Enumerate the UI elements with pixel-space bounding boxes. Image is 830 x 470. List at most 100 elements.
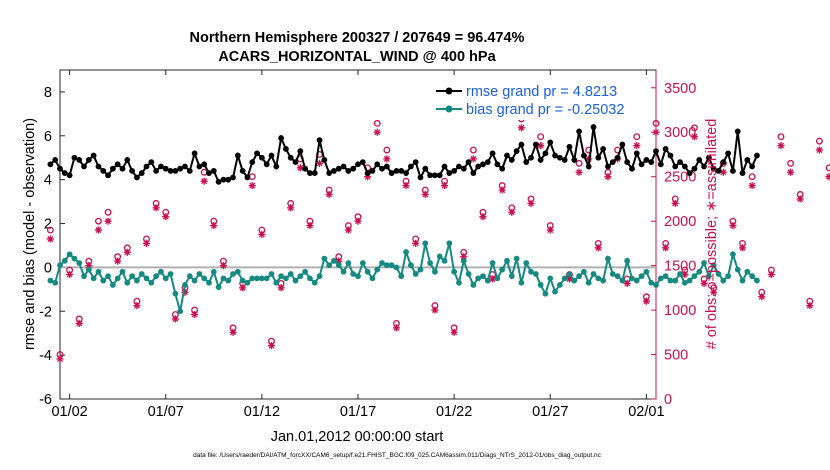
bias-point (744, 268, 751, 275)
rmse-point (191, 150, 198, 157)
rmse-point (609, 159, 616, 166)
rmse-point (600, 146, 607, 152)
asterisk-stroke (431, 307, 438, 314)
obs-possible-point (691, 124, 698, 132)
obs-assimilated-point (652, 128, 660, 136)
rmse-point (677, 159, 683, 166)
x-tick-label: 01/02 (51, 404, 87, 420)
bias-point (302, 268, 309, 275)
rmse-point (720, 159, 727, 166)
rmse-point (316, 137, 323, 144)
bias-point (504, 257, 510, 264)
rmse-point (446, 170, 453, 176)
rmse-point (230, 174, 236, 181)
rmse-point (379, 165, 385, 172)
bias-point (292, 277, 299, 284)
rmse-point (85, 157, 92, 163)
obs-assimilated-point (575, 168, 583, 176)
rmse-point (71, 154, 78, 161)
y2-axis-label: # of obs: o=possible; ∗=assimilated (704, 119, 720, 350)
asterisk-stroke (460, 253, 467, 260)
bias-point (388, 262, 395, 269)
obs-assimilated-point (239, 284, 247, 292)
rmse-point (340, 163, 347, 170)
obs-assimilated-point (469, 155, 477, 163)
bias-point (403, 249, 409, 255)
rmse-point (441, 163, 448, 170)
rmse-point (388, 170, 395, 176)
asterisk-stroke (220, 262, 227, 269)
obs-assimilated-point (392, 324, 401, 332)
obs-assimilated-point (306, 222, 314, 230)
rmse-point (672, 163, 679, 170)
asterisk-stroke (826, 174, 830, 180)
rmse-point (321, 157, 328, 163)
legend-rmse-marker (445, 87, 453, 95)
rmse-point (552, 152, 558, 159)
bias-point (739, 277, 746, 284)
asterisk-stroke (643, 298, 650, 305)
bias-point (52, 279, 59, 286)
obs-assimilated-point (344, 226, 352, 234)
x-axis: 01/02 01/07 01/12 01/17 01/22 01/27 02/01 (51, 70, 665, 420)
asterisk-stroke (489, 275, 496, 282)
bias-point (633, 277, 640, 284)
asterisk-stroke (258, 231, 265, 238)
rmse-point (364, 170, 371, 176)
rmse-point (258, 154, 265, 161)
asterisk-stroke (470, 155, 477, 162)
rmse-point (61, 170, 68, 176)
rmse-point (283, 146, 289, 152)
bias-point (172, 290, 179, 297)
bias-point (705, 273, 712, 280)
bias-point (619, 277, 626, 284)
bias-point (350, 271, 357, 277)
bias-point (215, 284, 222, 291)
obs-assimilated-point (210, 222, 218, 230)
rmse-point (629, 165, 635, 172)
chart-title: Northern Hemisphere 200327 / 207649 = 96… (190, 30, 525, 46)
asterisk-stroke (633, 142, 640, 149)
rmse-point (749, 163, 756, 170)
obs-assimilated-point (604, 173, 612, 181)
obs-assimilated-point (46, 235, 54, 243)
bias-point (167, 271, 174, 277)
bias-point (547, 275, 554, 282)
asterisk-stroke (662, 244, 669, 251)
bias-point (629, 275, 635, 282)
rmse-point (691, 165, 698, 172)
obs-assimilated-point (681, 270, 689, 279)
asterisk-stroke (133, 302, 140, 309)
obs-assimilated-point (690, 133, 699, 141)
rmse-point (109, 165, 116, 172)
bias-point (677, 271, 683, 277)
rmse-point (153, 167, 160, 174)
bias-point (643, 268, 650, 275)
bias-point (749, 273, 756, 280)
obs-possible-point (469, 146, 477, 154)
rmse-point (162, 165, 169, 172)
obs-assimilated-point (440, 181, 449, 190)
rmse-point (297, 148, 304, 155)
bias-point (278, 273, 284, 280)
obs-possible-point (777, 133, 785, 141)
rmse-point (705, 154, 712, 161)
bias-point (287, 271, 294, 277)
bias-point (484, 277, 491, 284)
rmse-point (307, 170, 313, 176)
bias-point (359, 260, 366, 266)
rmse-point (398, 167, 405, 174)
rmse-point (412, 159, 419, 166)
obs-assimilated-point (748, 181, 756, 190)
asterisk-stroke (787, 169, 794, 176)
rmse-point (489, 150, 496, 157)
rmse-point (585, 163, 592, 170)
rmse-point (513, 148, 520, 155)
asterisk-stroke (230, 329, 237, 336)
rmse-point (326, 170, 333, 176)
rmse-point (244, 174, 251, 181)
bias-point (427, 260, 433, 266)
asterisk-stroke (672, 200, 679, 207)
asterisk-stroke (479, 213, 486, 220)
obs-assimilated-point (527, 199, 535, 207)
